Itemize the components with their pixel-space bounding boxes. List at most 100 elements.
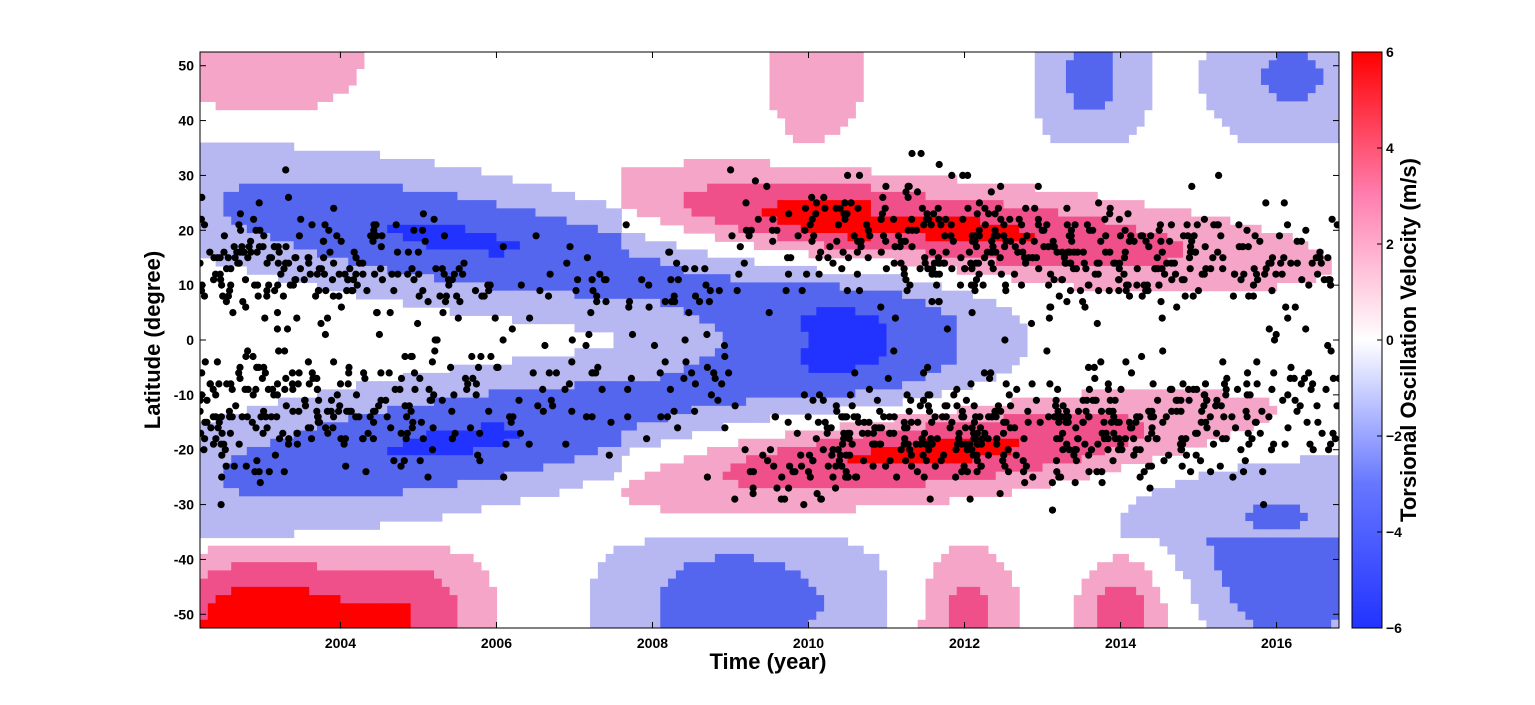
heatmap-cell [395, 167, 404, 177]
heatmap-cell [535, 488, 544, 497]
heatmap-cell [1050, 430, 1059, 440]
heatmap-cell [402, 553, 412, 563]
heatmap-cell [348, 488, 357, 497]
heatmap-cell [761, 175, 771, 185]
heatmap-cell [855, 315, 864, 325]
heatmap-cell [410, 553, 420, 563]
heatmap-cell [917, 619, 927, 628]
heatmap-cell [746, 537, 755, 547]
heatmap-cell [457, 241, 466, 251]
heatmap-cell [332, 446, 342, 456]
heatmap-cell [863, 249, 872, 259]
heatmap-cell [379, 619, 388, 628]
heatmap-cell [332, 463, 342, 473]
heatmap-cell [613, 389, 622, 399]
heatmap-cell [317, 422, 326, 432]
heatmap-cell [769, 191, 778, 201]
heatmap-cell [270, 233, 279, 242]
heatmap-cell [324, 389, 334, 399]
heatmap-cell [1073, 603, 1083, 613]
heatmap-cell [215, 611, 224, 621]
heatmap-cell [223, 553, 232, 563]
heatmap-cell [387, 603, 396, 613]
heatmap-cell [246, 208, 256, 218]
heatmap-cell [356, 397, 365, 407]
heatmap-cell [488, 496, 498, 506]
heatmap-cell [590, 578, 599, 588]
heatmap-cell [254, 595, 264, 604]
heatmap-cell [870, 241, 880, 251]
heatmap-cell [1073, 274, 1083, 283]
heatmap-cell [863, 389, 872, 399]
heatmap-cell [792, 331, 802, 341]
heatmap-cell [831, 537, 841, 547]
heatmap-cell [738, 504, 747, 514]
heatmap-cell [543, 405, 552, 415]
heatmap-cell [348, 224, 357, 234]
heatmap-cell [285, 455, 295, 465]
heatmap-cell [332, 512, 342, 522]
heatmap-cell [964, 191, 973, 201]
heatmap-cell [324, 208, 334, 218]
heatmap-cell [808, 109, 817, 119]
heatmap-cell [340, 233, 349, 242]
heatmap-cell [847, 364, 856, 374]
heatmap-cell [660, 307, 669, 316]
heatmap-cell [785, 101, 794, 111]
heatmap-cell [785, 340, 794, 349]
heatmap-cell [917, 381, 927, 390]
heatmap-cell [987, 586, 997, 596]
heatmap-cell [332, 167, 342, 177]
heatmap-cell [371, 446, 381, 456]
heatmap-cell [909, 257, 919, 267]
heatmap-cell [738, 397, 747, 407]
heatmap-cell [870, 348, 880, 358]
heatmap-cell [1011, 340, 1020, 349]
heatmap-cell [769, 553, 778, 563]
heatmap-cell [660, 553, 669, 563]
heatmap-cell [675, 364, 685, 374]
heatmap-cell [590, 595, 599, 604]
heatmap-cell [683, 323, 693, 333]
heatmap-cell [1065, 471, 1075, 481]
heatmap-cell [714, 537, 724, 547]
heatmap-cell [831, 307, 841, 316]
heatmap-cell [239, 496, 248, 506]
heatmap-cell [886, 233, 895, 242]
heatmap-cell [1065, 405, 1075, 415]
heatmap-cell [925, 282, 934, 292]
heatmap-cell [488, 183, 498, 193]
heatmap-cell [231, 101, 240, 111]
heatmap-cell [434, 463, 443, 473]
heatmap-cell [1019, 422, 1028, 432]
heatmap-cell [948, 562, 958, 571]
heatmap-cell [886, 463, 895, 473]
heatmap-cell [816, 233, 825, 242]
heatmap-cell [543, 307, 552, 316]
heatmap-cell [621, 422, 630, 432]
heatmap-cell [972, 348, 981, 358]
heatmap-cell [254, 619, 264, 628]
heatmap-cell [847, 241, 856, 251]
heatmap-cell [831, 183, 841, 193]
heatmap-cell [722, 274, 732, 283]
heatmap-cell [683, 455, 693, 465]
heatmap-cell [285, 397, 295, 407]
heatmap-cell [387, 274, 396, 283]
heatmap-cell [855, 553, 864, 563]
heatmap-cell [535, 381, 544, 390]
heatmap-cell [1050, 405, 1059, 415]
heatmap-cell [956, 208, 966, 218]
heatmap-cell [902, 282, 911, 292]
heatmap-cell [800, 68, 810, 78]
heatmap-cell [870, 471, 880, 481]
heatmap-cell [582, 455, 591, 465]
heatmap-cell [496, 249, 505, 259]
heatmap-cell [527, 397, 537, 407]
heatmap-cell [792, 265, 802, 275]
heatmap-cell [395, 471, 404, 481]
heatmap-cell [816, 208, 825, 218]
heatmap-cell [636, 619, 646, 628]
heatmap-cell [434, 389, 443, 399]
heatmap-cell [395, 545, 404, 555]
